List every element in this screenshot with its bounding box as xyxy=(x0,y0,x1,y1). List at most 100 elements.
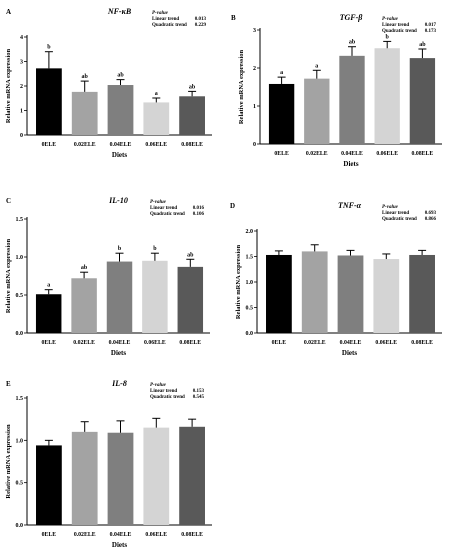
panel-letter: A xyxy=(6,8,11,16)
panel-letter: E xyxy=(6,380,11,388)
pvalue-row-label: Linear trend xyxy=(382,211,409,216)
y-tick-label: 4 xyxy=(20,35,23,41)
x-tick-label: 0.08ELE xyxy=(181,532,203,538)
pvalue-row-value: 0.153 xyxy=(193,389,205,394)
y-tick-label: 1 xyxy=(253,104,256,110)
bar xyxy=(143,427,170,525)
panel-letter: B xyxy=(231,14,236,22)
bar xyxy=(142,260,168,333)
y-tick-label: 1.0 xyxy=(246,280,254,286)
significance-letter: ab xyxy=(349,40,356,46)
bar xyxy=(35,294,62,333)
x-tick-label: 0.06ELE xyxy=(375,340,397,346)
significance-letter: a xyxy=(315,63,318,69)
y-axis-label: Relative mRNA expression xyxy=(5,424,12,499)
bar xyxy=(71,431,98,525)
x-tick-label: 0.06ELE xyxy=(144,340,166,346)
significance-letter: b xyxy=(153,246,157,252)
pvalue-row-value: 0.545 xyxy=(193,395,205,400)
y-tick-label: 0.0 xyxy=(246,331,254,337)
x-axis-label: Diets xyxy=(112,541,127,549)
panel-title: TGF-β xyxy=(340,13,364,22)
significance-letter: a xyxy=(280,70,283,76)
y-tick-label: 1.5 xyxy=(246,255,254,261)
x-tick-label: 0.04ELE xyxy=(110,532,132,538)
x-tick-label: 0.04ELE xyxy=(110,142,132,148)
significance-letter: ab xyxy=(81,265,88,271)
significance-letter: ab xyxy=(189,84,196,90)
bar xyxy=(337,255,364,333)
x-tick-label: 0ELE xyxy=(274,151,289,157)
y-axis-label: Relative mRNA expression xyxy=(238,49,245,124)
bar xyxy=(409,58,436,145)
x-tick-label: 0.02ELE xyxy=(74,532,96,538)
bar xyxy=(36,445,62,525)
bar xyxy=(177,266,204,333)
pvalue-row-value: 0.106 xyxy=(193,212,205,217)
x-axis-label: Diets xyxy=(111,349,126,357)
y-tick-label: 1.0 xyxy=(16,438,24,444)
y-tick-label: 0.5 xyxy=(246,306,254,312)
pvalue-row-value: 0.016 xyxy=(193,206,205,211)
pvalue-row-value: 0.866 xyxy=(425,217,437,222)
bar xyxy=(373,259,400,333)
pvalue-row-label: Linear trend xyxy=(382,23,409,28)
y-tick-label: 0.5 xyxy=(16,293,24,299)
panel-title: IL-8 xyxy=(111,379,127,388)
x-axis-label: Diets xyxy=(342,349,357,357)
x-tick-label: 0.08ELE xyxy=(179,340,201,346)
bar xyxy=(36,68,62,135)
bar xyxy=(409,254,435,333)
panel-letter: D xyxy=(230,202,235,210)
pvalue-row-value: 0.013 xyxy=(195,17,207,22)
panel-title: NF-κB xyxy=(107,7,132,16)
x-tick-label: 0.04ELE xyxy=(109,340,131,346)
bar xyxy=(374,48,400,144)
bar xyxy=(339,55,365,145)
pvalue-row-label: Quadratic trend xyxy=(152,23,187,28)
bar xyxy=(179,96,205,135)
x-axis-label: Diets xyxy=(343,160,358,168)
pvalue-row-label: Quadratic trend xyxy=(150,395,185,400)
y-axis-label: Relative mRNA expression xyxy=(5,48,12,123)
panel-letter: C xyxy=(6,197,11,205)
pvalue-header: P-value xyxy=(152,11,169,16)
bar xyxy=(301,251,328,333)
panel-title: IL-10 xyxy=(108,196,128,205)
bar xyxy=(71,91,98,135)
y-tick-label: 1.0 xyxy=(16,255,24,261)
y-axis-label: Relative mRNA expression xyxy=(235,244,242,319)
significance-letter: a xyxy=(47,283,50,289)
x-tick-label: 0.02ELE xyxy=(73,340,95,346)
x-tick-label: 0.02ELE xyxy=(304,340,326,346)
x-tick-label: 0.06ELE xyxy=(145,532,167,538)
significance-letter: ab xyxy=(187,252,194,258)
bar xyxy=(71,278,97,333)
pvalue-row-value: 0.693 xyxy=(425,211,437,216)
pvalue-header: P-value xyxy=(150,200,167,205)
bar xyxy=(107,432,134,525)
x-axis-label: Diets xyxy=(112,151,127,159)
bar xyxy=(179,426,205,525)
x-tick-label: 0.06ELE xyxy=(145,142,167,148)
significance-letter: a xyxy=(155,91,158,97)
significance-letter: ab xyxy=(419,42,426,48)
pvalue-row-value: 0.173 xyxy=(425,29,437,34)
pvalue-row-label: Linear trend xyxy=(150,389,177,394)
significance-letter: b xyxy=(47,45,51,51)
x-tick-label: 0.04ELE xyxy=(341,151,363,157)
bar xyxy=(304,78,330,144)
bar xyxy=(143,102,170,135)
x-tick-label: 0.08ELE xyxy=(412,151,434,157)
bar xyxy=(268,83,295,144)
y-tick-label: 2.0 xyxy=(246,229,254,235)
y-tick-label: 0 xyxy=(20,133,23,139)
significance-letter: ab xyxy=(117,73,124,79)
x-tick-label: 0ELE xyxy=(42,142,57,148)
pvalue-header: P-value xyxy=(382,17,399,22)
